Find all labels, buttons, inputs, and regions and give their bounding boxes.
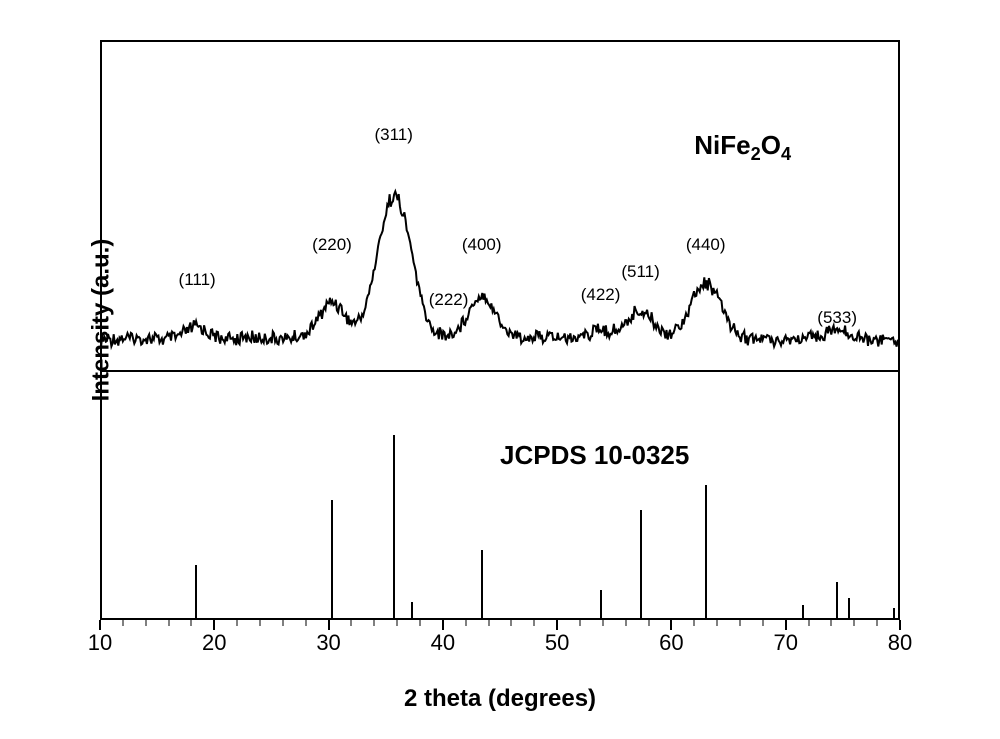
x-tick-minor	[511, 620, 512, 626]
x-tick-minor	[420, 620, 421, 626]
x-tick-minor	[260, 620, 261, 626]
x-tick-label: 20	[202, 630, 226, 656]
x-tick-label: 60	[659, 630, 683, 656]
x-tick-minor	[237, 620, 238, 626]
x-axis-label: 2 theta (degrees)	[404, 685, 596, 713]
x-tick-minor	[694, 620, 695, 626]
peak-label: (400)	[462, 235, 502, 255]
x-tick-label: 40	[431, 630, 455, 656]
jcpds-label: JCPDS 10-0325	[500, 440, 689, 471]
reference-peak	[836, 582, 838, 620]
x-tick-minor	[602, 620, 603, 626]
reference-peak	[481, 550, 483, 620]
x-tick-minor	[648, 620, 649, 626]
x-tick	[99, 620, 101, 630]
reference-peak	[411, 602, 413, 620]
x-tick-minor	[397, 620, 398, 626]
x-tick-minor	[831, 620, 832, 626]
xrd-path	[100, 191, 900, 346]
x-tick-minor	[762, 620, 763, 626]
x-tick-minor	[740, 620, 741, 626]
reference-peak	[640, 510, 642, 620]
peak-label: (311)	[374, 125, 412, 145]
reference-peak	[848, 598, 850, 620]
reference-peak	[393, 435, 395, 620]
x-tick-minor	[191, 620, 192, 626]
x-tick	[556, 620, 558, 630]
x-tick-minor	[465, 620, 466, 626]
x-tick-minor	[625, 620, 626, 626]
x-tick-minor	[282, 620, 283, 626]
x-tick-minor	[808, 620, 809, 626]
x-tick-minor	[854, 620, 855, 626]
x-tick-minor	[145, 620, 146, 626]
x-tick	[442, 620, 444, 630]
reference-peak	[802, 605, 804, 620]
x-tick-minor	[305, 620, 306, 626]
x-tick-minor	[168, 620, 169, 626]
x-tick-minor	[534, 620, 535, 626]
xrd-chart: Intensity (a.u.) 2 theta (degrees) NiFe2…	[0, 0, 1000, 739]
reference-peak	[195, 565, 197, 620]
reference-peak	[600, 590, 602, 620]
x-tick	[328, 620, 330, 630]
x-tick-minor	[351, 620, 352, 626]
x-tick	[213, 620, 215, 630]
x-tick	[785, 620, 787, 630]
reference-peak	[331, 500, 333, 620]
peak-label: (222)	[429, 290, 469, 310]
x-tick-minor	[122, 620, 123, 626]
peak-label: (111)	[179, 270, 216, 290]
reference-peak	[705, 485, 707, 620]
x-tick-minor	[580, 620, 581, 626]
x-tick	[899, 620, 901, 630]
peak-label: (440)	[686, 235, 726, 255]
xrd-curve	[100, 40, 900, 370]
peak-label: (533)	[817, 308, 857, 328]
x-tick-minor	[374, 620, 375, 626]
x-tick-label: 70	[773, 630, 797, 656]
x-tick-label: 80	[888, 630, 912, 656]
x-tick-minor	[717, 620, 718, 626]
x-tick-label: 30	[316, 630, 340, 656]
x-tick	[670, 620, 672, 630]
x-tick-minor	[877, 620, 878, 626]
x-tick-label: 50	[545, 630, 569, 656]
peak-label: (220)	[312, 235, 352, 255]
x-tick-minor	[488, 620, 489, 626]
peak-label: (422)	[581, 285, 621, 305]
x-tick-label: 10	[88, 630, 112, 656]
panel-divider	[100, 370, 900, 372]
peak-label: (511)	[621, 262, 659, 282]
reference-peak	[893, 608, 895, 620]
